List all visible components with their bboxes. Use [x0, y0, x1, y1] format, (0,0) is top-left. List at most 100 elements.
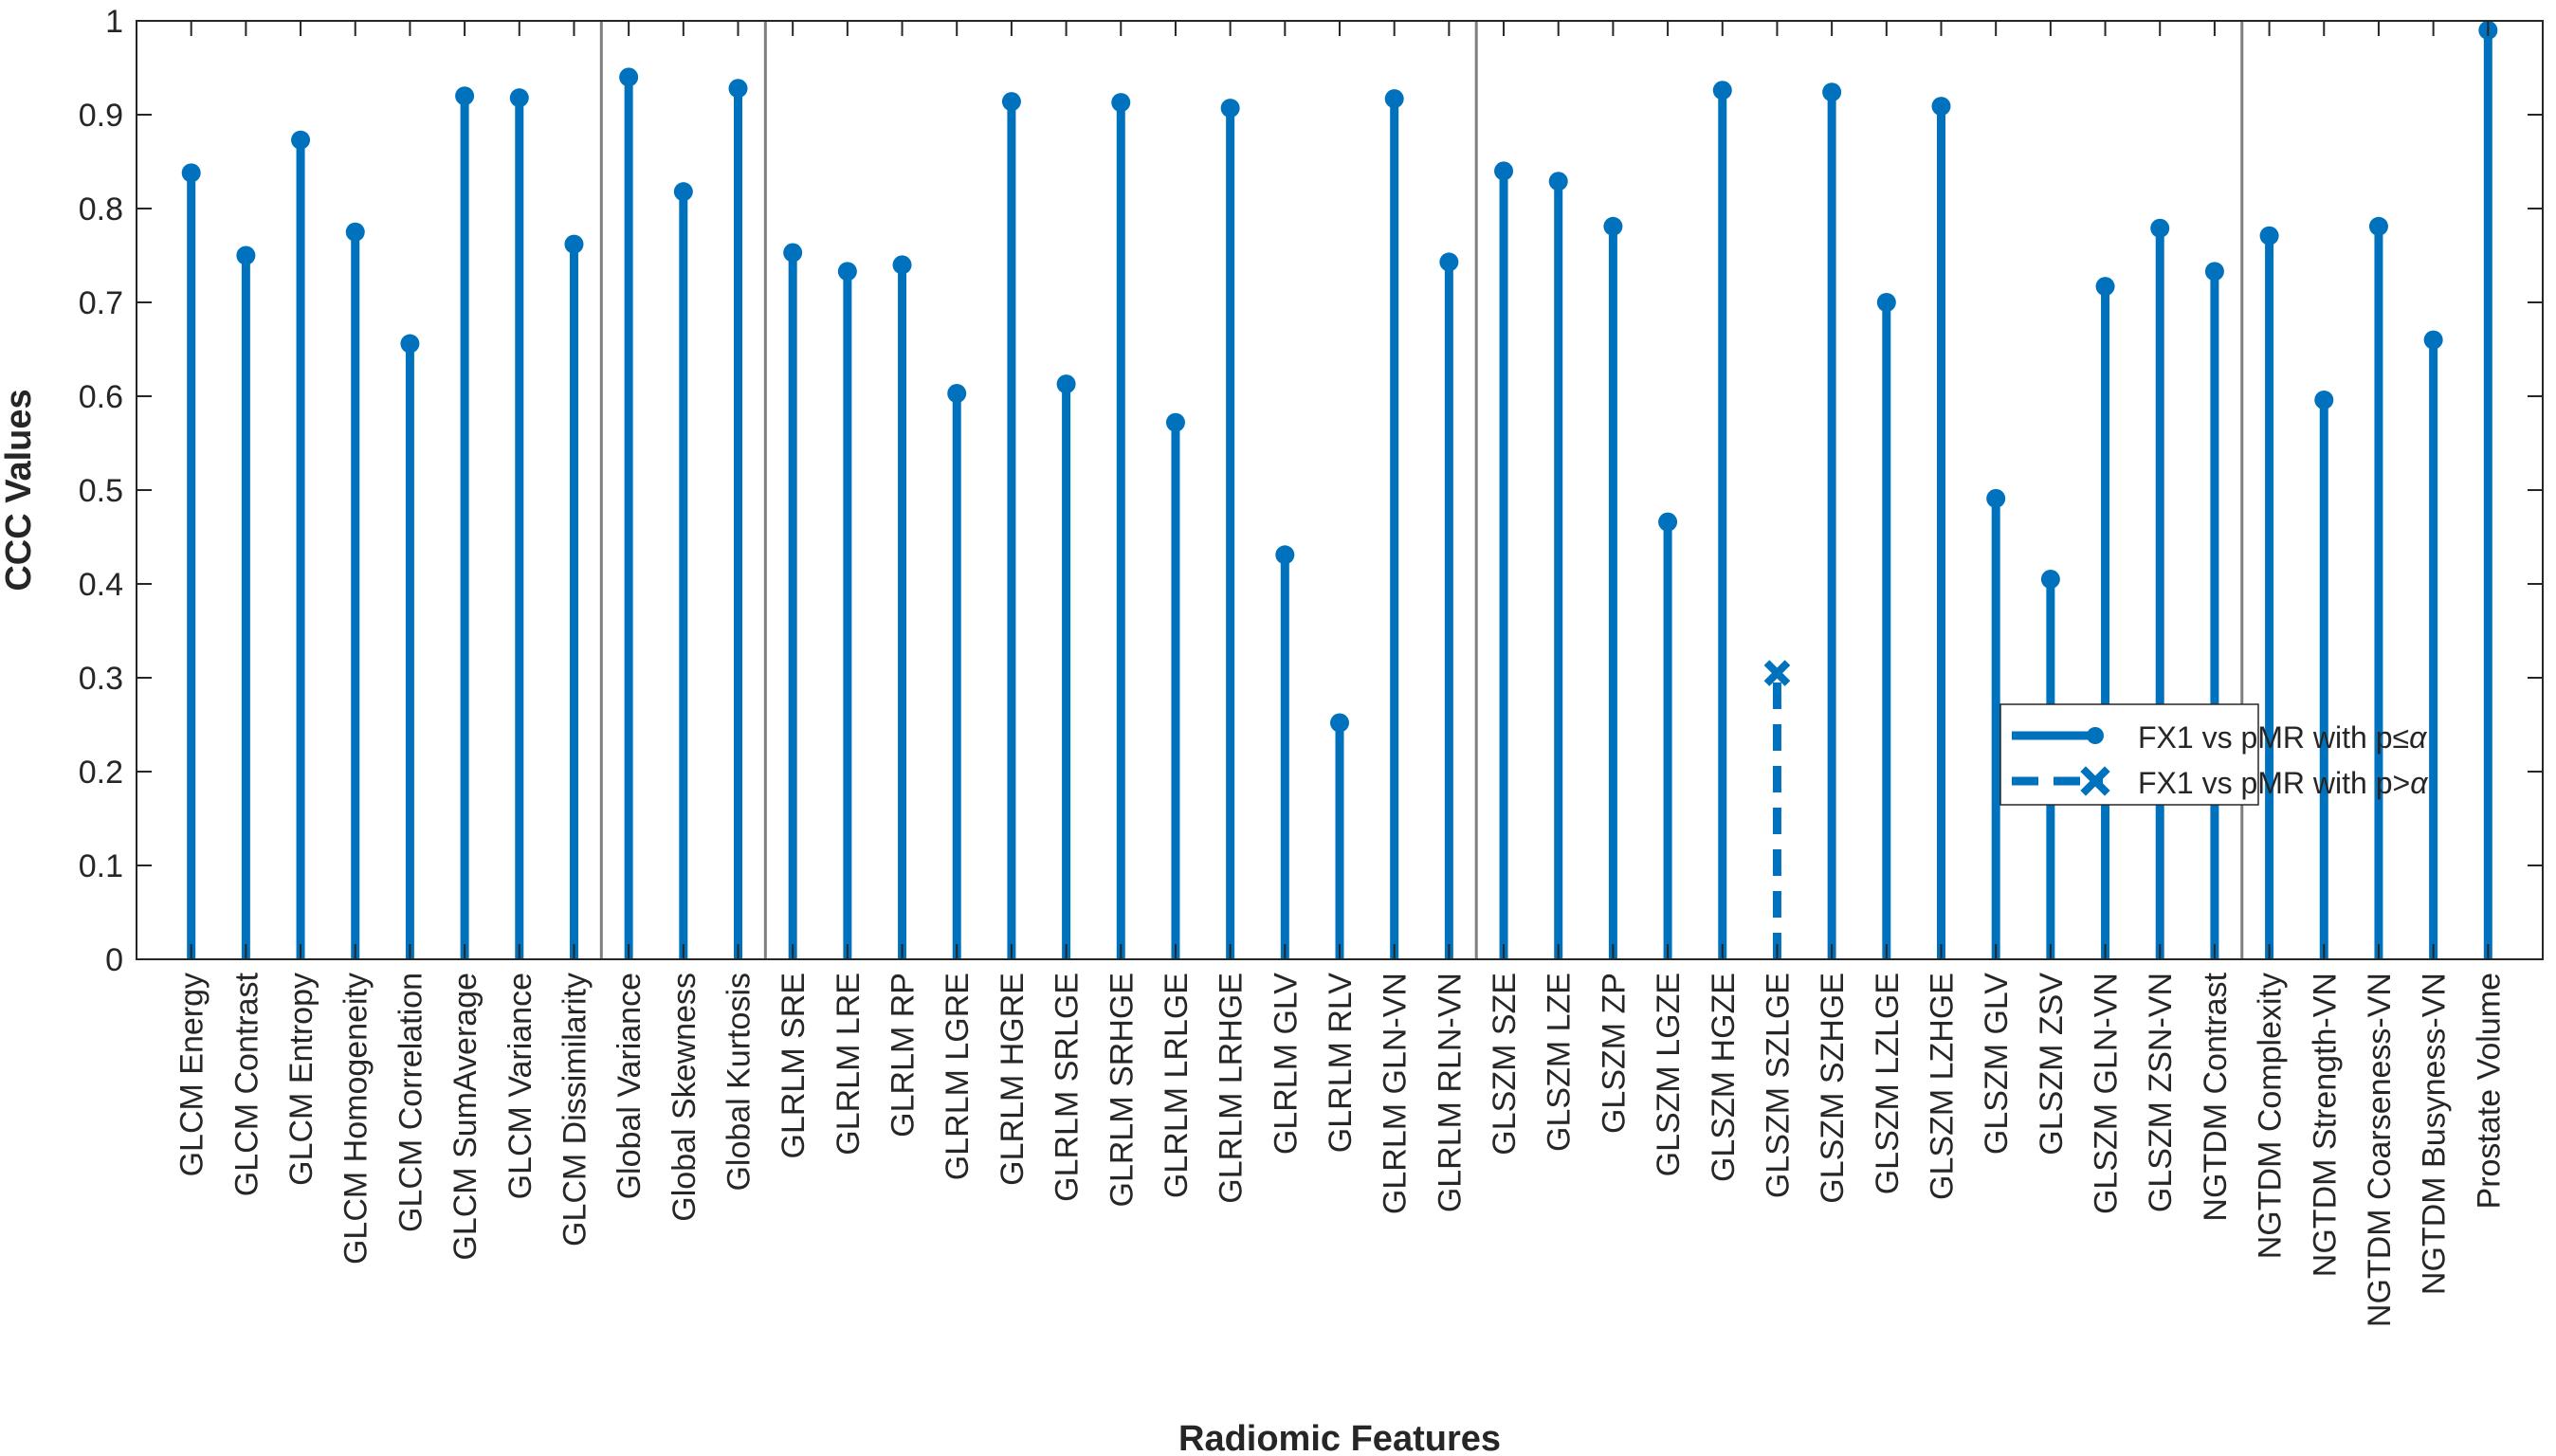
- stem-marker: [837, 262, 857, 282]
- x-tick-label: GLRLM SRE: [776, 973, 812, 1159]
- stem-11: [728, 79, 748, 959]
- stem-16: [1001, 92, 1021, 959]
- stem-marker-x-b: [1763, 660, 1791, 686]
- stem-1: [181, 163, 201, 959]
- x-tick-label: NGTDM Busyness-VN: [2417, 973, 2453, 1295]
- stem-marker: [455, 86, 475, 106]
- x-tick-label: GLRLM LGRE: [940, 973, 976, 1180]
- stem-marker: [236, 246, 256, 265]
- x-tick-label: GLSZM HGZE: [1706, 973, 1742, 1182]
- y-axis: 0 0.1 0.2 0.3 0.4 0.5 0.6 0.7 0.8 0.9 1: [79, 4, 2543, 978]
- stem-9: [619, 67, 639, 959]
- stem-12: [783, 243, 803, 959]
- stem-2: [236, 246, 256, 959]
- x-tick-label: GLCM Dissimilarity: [557, 973, 593, 1247]
- stem-38: [2204, 262, 2224, 959]
- stem-10: [673, 182, 693, 959]
- stem-marker: [1494, 161, 1514, 181]
- stem-marker: [2040, 570, 2060, 590]
- x-tick-label: GLSZM SZLGE: [1760, 973, 1796, 1198]
- stem-30: [1763, 660, 1791, 959]
- stem-marker: [1658, 512, 1678, 532]
- stem-marker: [181, 163, 201, 183]
- y-tick-label: 0.3: [79, 661, 123, 697]
- stem-marker: [2259, 226, 2279, 246]
- stem-3: [291, 130, 311, 959]
- legend-marker-significant: [2087, 727, 2104, 744]
- x-tick-label: NGTDM Complexity: [2253, 973, 2289, 1259]
- stem-marker: [345, 222, 365, 242]
- x-tick-label: GLCM Variance: [502, 973, 539, 1199]
- stem-marker: [1931, 97, 1951, 117]
- stem-marker: [2150, 218, 2170, 238]
- stem-marker: [728, 79, 748, 99]
- stem-19: [1165, 412, 1185, 959]
- stem-marker: [1548, 172, 1568, 191]
- stem-8: [564, 234, 584, 959]
- stem-24: [1439, 252, 1459, 959]
- stem-marker: [1822, 82, 1842, 102]
- y-tick-label: 0.9: [79, 98, 123, 134]
- x-tick-label: GLCM Entropy: [283, 973, 320, 1186]
- stem-marker: [1330, 713, 1349, 733]
- x-tick-label: NGTDM Contrast: [2198, 972, 2234, 1221]
- stem-marker: [1439, 252, 1459, 272]
- x-axis: GLCM Energy GLCM Contrast GLCM Entropy GLCM…: [174, 21, 2507, 1327]
- stem-21: [1275, 545, 1295, 959]
- x-axis-label: Radiomic Features: [1178, 1419, 1501, 1456]
- x-tick-label: Global Kurtosis: [721, 973, 758, 1192]
- x-tick-label: GLSZM ZP: [1596, 973, 1632, 1134]
- stem-34: [1986, 488, 2006, 959]
- y-tick-label: 1: [105, 4, 123, 40]
- x-tick-label: GLSZM ZSV: [2034, 973, 2070, 1156]
- stem-22: [1330, 713, 1349, 959]
- x-tick-label: Global Variance: [612, 973, 648, 1199]
- stem-5: [400, 334, 420, 959]
- stem-4: [345, 222, 365, 959]
- legend-label-significant: FX1 vs pMR with p≤α: [2138, 720, 2427, 755]
- x-tick-label: GLSZM LZE: [1542, 973, 1578, 1152]
- stem-marker: [1384, 89, 1404, 109]
- stem-marker: [1603, 216, 1623, 236]
- x-tick-label: GLSZM SZHGE: [1815, 973, 1851, 1204]
- stem-marker: [2314, 390, 2334, 410]
- stem-marker: [2095, 277, 2115, 297]
- x-tick-label: GLCM Correlation: [393, 973, 429, 1232]
- stem-28: [1658, 512, 1678, 959]
- stem-6: [455, 86, 475, 959]
- x-tick-label: GLSZM LGZE: [1651, 973, 1687, 1176]
- x-tick-label: GLCM Homogeneity: [338, 973, 374, 1265]
- x-tick-label: GLSZM SZE: [1487, 973, 1523, 1156]
- y-tick-label: 0: [105, 942, 123, 978]
- y-tick-label: 0.7: [79, 285, 123, 321]
- x-tick-label: GLSZM LZLGE: [1870, 973, 1906, 1194]
- x-tick-label: GLRLM SRLGE: [1050, 973, 1086, 1202]
- x-tick-label: GLCM Energy: [174, 973, 210, 1176]
- stem-27: [1603, 216, 1623, 959]
- y-tick-label: 0.5: [79, 473, 123, 509]
- stem-marker: [947, 384, 967, 404]
- x-tick-label: GLRLM RP: [885, 973, 922, 1138]
- stem-23: [1384, 89, 1404, 959]
- stem-14: [892, 255, 912, 959]
- stem-marker: [1111, 93, 1131, 113]
- x-tick-label: Prostate Volume: [2471, 973, 2507, 1209]
- stem-36: [2095, 277, 2115, 959]
- x-tick-label: GLRLM GLN-VN: [1378, 973, 1414, 1214]
- stem-29: [1712, 81, 1732, 959]
- x-tick-label: NGTDM Strength-VN: [2307, 973, 2343, 1277]
- x-tick-label: GLSZM ZSN-VN: [2143, 973, 2179, 1212]
- x-tick-label: GLSZM LZHGE: [1925, 973, 1961, 1200]
- stem-marker: [564, 234, 584, 254]
- stem-marker: [619, 67, 639, 87]
- stem-17: [1056, 374, 1076, 959]
- stem-marker: [509, 88, 529, 108]
- legend-box: [1999, 703, 2259, 806]
- y-tick-label: 0.6: [79, 379, 123, 415]
- stem-37: [2150, 218, 2170, 959]
- x-tick-label: GLRLM RLV: [1323, 973, 1359, 1154]
- stem-marker: [1712, 81, 1732, 100]
- stem-25: [1494, 161, 1514, 959]
- stem-marker: [1220, 99, 1240, 118]
